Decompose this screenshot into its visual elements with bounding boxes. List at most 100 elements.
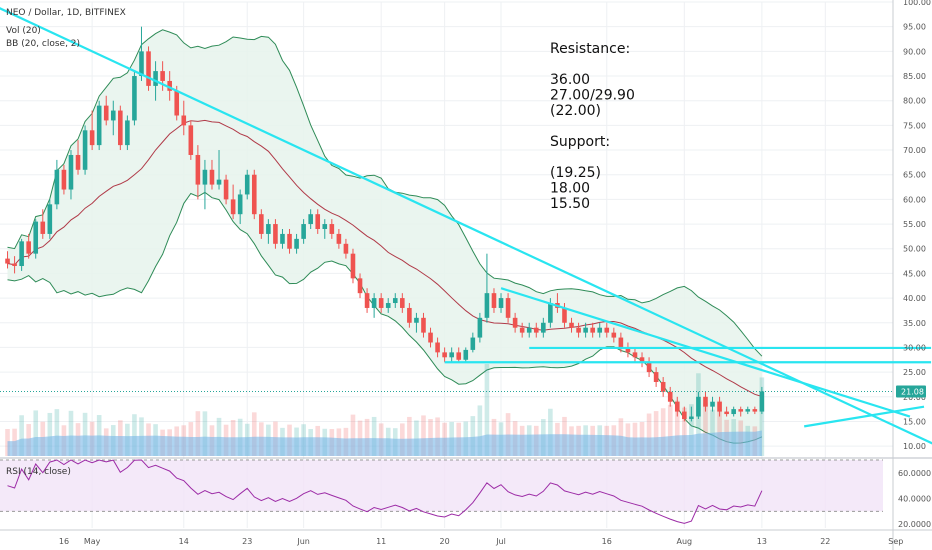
volume-bar [660,408,666,456]
time-tick-label: 20 [440,537,450,546]
price-tick-label: 50.00 [903,245,926,254]
candle-body [132,76,137,121]
symbol-title[interactable]: NEO / Dollar, 1D, BITFINEX [6,8,126,18]
bb-fill [7,29,762,444]
candle-body [597,327,603,333]
time-tick-label: 16 [602,537,612,546]
bb-basis [7,119,763,397]
volume-bar [653,411,659,456]
candle-body [19,241,24,267]
volume-bar [477,405,483,456]
candle-body [5,258,10,264]
volume-bar [414,420,419,456]
candle-body [308,214,313,225]
candle-body [660,381,666,392]
time-tick-label: Sep [888,537,903,546]
candle-body [118,110,123,146]
trendline[interactable] [500,287,911,418]
candle-body [357,278,363,294]
price-tick-label: 80.00 [903,97,926,106]
candle-body [103,105,109,121]
annotation-line: Resistance: [550,41,630,57]
candle-body [590,327,595,333]
price-tick-label: 55.00 [903,220,926,229]
candle-body [202,169,208,185]
volume-bar [470,416,476,456]
price-tick-label: 30.00 [903,343,926,352]
volume-bar [435,417,440,456]
candle-body [266,224,271,234]
candle-body [752,409,758,412]
rsi-tick-label: 60.0000 [898,469,931,478]
volume-bar [251,412,257,456]
candle-body [160,71,165,81]
price-tick-label: 75.00 [903,121,926,130]
annotation-line: Support: [550,134,610,150]
annotation-line: 27.00/29.90 [550,88,635,104]
price-tick-label: 85.00 [903,72,926,81]
time-tick-label: 23 [242,537,252,546]
candle-body [259,214,264,234]
volume-bar [667,404,673,456]
price-tick-label: 65.00 [903,171,926,180]
rsi-tick-label: 40.0000 [898,494,931,503]
volume-legend[interactable]: Vol (20) [6,26,41,36]
candle-body [519,327,525,333]
candle-body [146,51,151,86]
time-tick-label: Jun [296,537,310,546]
candle-body [244,174,250,195]
candle-body [294,238,299,249]
axes: 100.00 95.00 90.00 85.00 80.00 75.00 70.00 65.0… [59,0,931,546]
candle-body [505,298,511,318]
volume-bar [428,419,433,456]
candle-body [371,298,377,308]
candle-body [435,342,440,353]
volume-bar [407,416,412,456]
candle-body [385,303,391,308]
volume-bar [421,415,426,456]
volume-bar [195,411,201,456]
candle-body [350,253,356,279]
candle-body [153,71,158,86]
candle-body [195,154,201,185]
rsi-band [0,460,883,512]
candle-body [414,317,419,323]
trendlines[interactable] [0,0,932,446]
bb-legend[interactable]: BB (20, close, 2) [6,39,80,49]
candle-body [512,317,518,328]
price-tick-label: 25.00 [903,368,926,377]
candle-body [470,337,476,350]
volume-bar [364,418,370,456]
candle-body [745,409,751,412]
candle-body [174,90,180,116]
candle-body [484,293,490,318]
candle-body [209,169,215,185]
volume-bar [703,402,708,456]
candle-body [329,224,335,234]
candle-body [336,233,342,244]
candle-body [47,204,53,234]
candle-body [237,194,243,215]
candle-body [33,221,39,254]
candle-body [463,349,469,360]
candle-body [40,221,46,234]
candle-body [456,352,462,360]
candle-body [724,411,729,415]
trendline[interactable] [0,0,932,446]
rsi-legend[interactable]: RSI (14, close) [6,467,71,477]
time-tick-label: May [84,537,101,546]
candle-body [569,322,574,328]
volume-bar [47,412,53,456]
trendline[interactable] [803,405,925,428]
price-tick-label: 40.00 [903,294,926,303]
volume-moving-average [7,430,762,456]
volume-bar [82,412,88,456]
volume-bar [350,414,356,456]
candle-body [541,322,546,333]
candle-body [96,105,102,146]
candle-body [167,80,172,91]
legend: NEO / Dollar, 1D, BITFINEX Vol (20) BB (… [6,8,126,477]
candle-body [54,169,60,205]
